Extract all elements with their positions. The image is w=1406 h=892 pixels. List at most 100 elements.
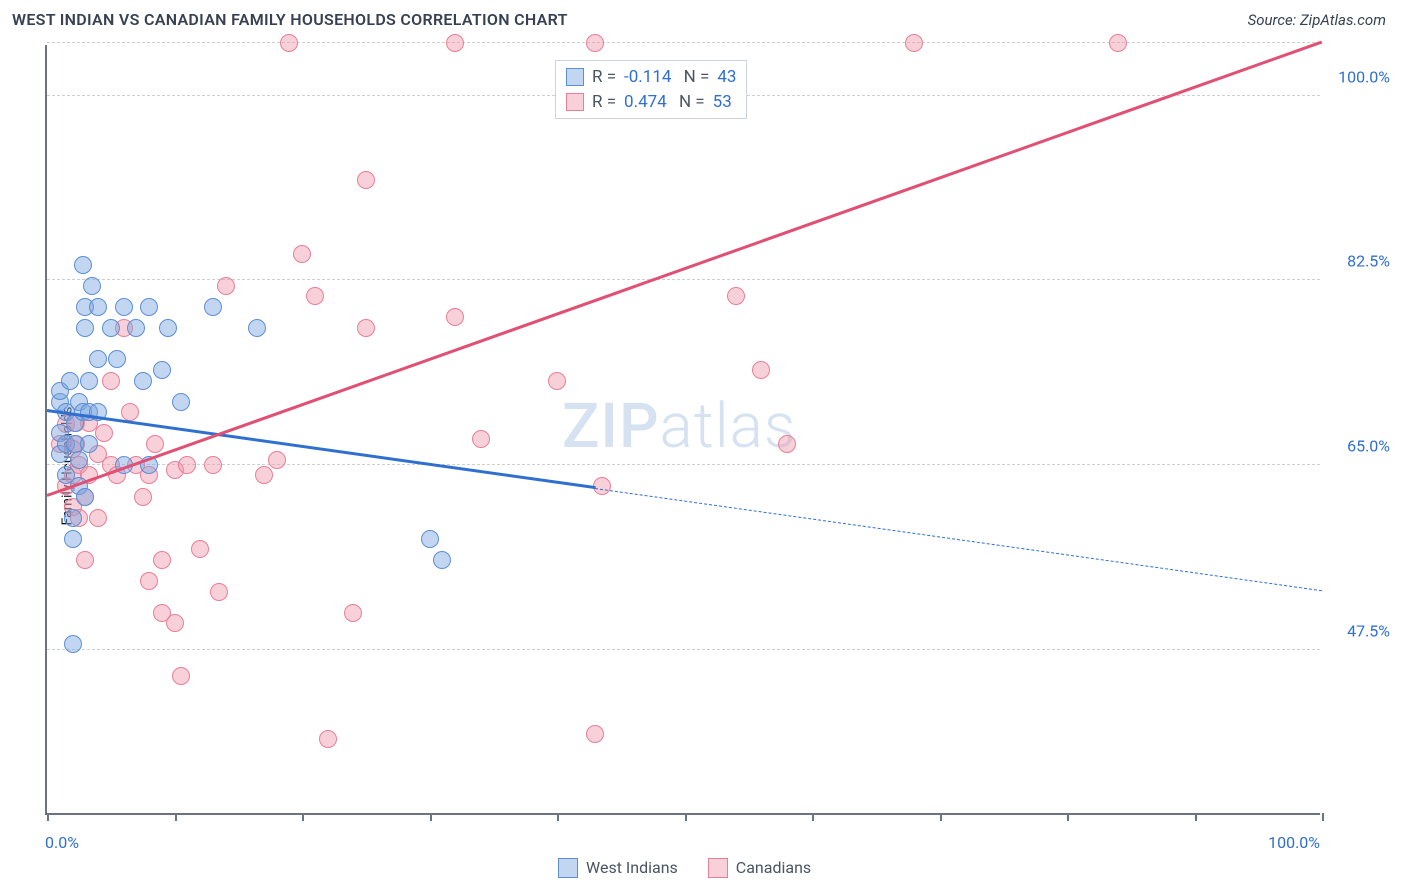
x-tick xyxy=(685,813,687,821)
data-point-pink xyxy=(727,287,745,305)
data-point-pink xyxy=(548,372,566,390)
watermark: ZIPatlas xyxy=(562,390,796,463)
gridline-h xyxy=(47,464,1320,465)
data-point-blue xyxy=(204,298,222,316)
data-point-blue xyxy=(80,435,98,453)
data-point-pink xyxy=(446,308,464,326)
data-point-pink xyxy=(191,540,209,558)
data-point-blue xyxy=(76,319,94,337)
data-point-pink xyxy=(95,424,113,442)
data-point-blue xyxy=(140,298,158,316)
data-point-blue xyxy=(89,298,107,316)
gridline-h xyxy=(47,649,1320,650)
data-point-blue xyxy=(172,393,190,411)
stats-r-label: R = xyxy=(592,65,616,90)
swatch-blue xyxy=(566,68,584,86)
stats-row-pink: R = 0.474 N = 53 xyxy=(566,90,736,115)
data-point-blue xyxy=(83,277,101,295)
data-point-pink xyxy=(153,551,171,569)
x-tick xyxy=(302,813,304,821)
stats-row-blue: R = -0.114 N = 43 xyxy=(566,65,736,90)
data-point-blue xyxy=(64,530,82,548)
y-tick-label: 47.5% xyxy=(1328,621,1390,640)
x-tick xyxy=(940,813,942,821)
data-point-blue xyxy=(108,350,126,368)
x-tick xyxy=(47,813,49,821)
legend-label-pink: Canadians xyxy=(736,856,811,879)
data-point-blue xyxy=(248,319,266,337)
data-point-blue xyxy=(159,319,177,337)
data-point-blue xyxy=(76,488,94,506)
x-tick xyxy=(430,813,432,821)
stats-r-blue: -0.114 xyxy=(624,65,671,90)
data-point-blue xyxy=(61,372,79,390)
gridline-h xyxy=(47,279,1320,280)
x-tick xyxy=(175,813,177,821)
data-point-blue xyxy=(89,350,107,368)
data-point-pink xyxy=(210,583,228,601)
y-tick-label: 100.0% xyxy=(1328,67,1390,86)
data-point-pink xyxy=(306,287,324,305)
data-point-pink xyxy=(446,34,464,52)
y-tick-label: 82.5% xyxy=(1328,252,1390,271)
x-tick-label: 100.0% xyxy=(1268,833,1320,852)
stats-n-label: N = xyxy=(675,90,705,115)
chart-area: Family Households ZIPatlas 47.5%65.0%82.… xyxy=(0,40,1406,892)
data-point-blue xyxy=(433,551,451,569)
legend-item-blue: West Indians xyxy=(558,856,678,879)
stats-r-label: R = xyxy=(592,90,616,115)
data-point-pink xyxy=(280,34,298,52)
data-point-pink xyxy=(586,34,604,52)
data-point-blue xyxy=(102,319,120,337)
data-point-blue xyxy=(134,372,152,390)
chart-title: WEST INDIAN VS CANADIAN FAMILY HOUSEHOLD… xyxy=(12,10,568,29)
legend-label-blue: West Indians xyxy=(586,856,678,879)
x-tick xyxy=(1195,813,1197,821)
data-point-pink xyxy=(357,319,375,337)
watermark-zip: ZIP xyxy=(562,390,660,463)
gridline-h xyxy=(47,42,1320,43)
data-point-blue xyxy=(70,451,88,469)
data-point-blue xyxy=(64,509,82,527)
data-point-pink xyxy=(905,34,923,52)
x-tick-label: 0.0% xyxy=(45,833,79,852)
data-point-blue xyxy=(115,298,133,316)
data-point-blue xyxy=(64,635,82,653)
x-tick xyxy=(812,813,814,821)
x-tick xyxy=(1067,813,1069,821)
data-point-blue xyxy=(153,361,171,379)
data-point-pink xyxy=(255,466,273,484)
data-point-pink xyxy=(217,277,235,295)
data-point-blue xyxy=(80,372,98,390)
chart-header: WEST INDIAN VS CANADIAN FAMILY HOUSEHOLD… xyxy=(0,0,1406,35)
watermark-atlas: atlas xyxy=(660,390,797,463)
data-point-pink xyxy=(268,451,286,469)
data-point-pink xyxy=(1109,34,1127,52)
regression-line-blue xyxy=(47,409,596,489)
stats-n-pink: 53 xyxy=(713,90,732,115)
stats-n-label: N = xyxy=(679,65,709,90)
data-point-pink xyxy=(778,435,796,453)
data-point-blue xyxy=(127,319,145,337)
data-point-pink xyxy=(172,667,190,685)
data-point-pink xyxy=(140,572,158,590)
chart-source: Source: ZipAtlas.com xyxy=(1248,11,1386,29)
data-point-blue xyxy=(421,530,439,548)
data-point-pink xyxy=(319,730,337,748)
stats-n-blue: 43 xyxy=(717,65,736,90)
legend-swatch-pink xyxy=(708,858,728,878)
swatch-pink xyxy=(566,93,584,111)
data-point-pink xyxy=(344,604,362,622)
legend-item-pink: Canadians xyxy=(708,856,811,879)
data-point-pink xyxy=(76,551,94,569)
data-point-pink xyxy=(472,430,490,448)
scatter-plot: ZIPatlas 47.5%65.0%82.5%100.0% xyxy=(45,45,1320,815)
x-tick xyxy=(1322,813,1324,821)
data-point-pink xyxy=(134,488,152,506)
regression-line-blue-dashed xyxy=(595,488,1322,591)
x-tick xyxy=(557,813,559,821)
data-point-pink xyxy=(146,435,164,453)
data-point-pink xyxy=(166,614,184,632)
data-point-blue xyxy=(74,256,92,274)
data-point-pink xyxy=(204,456,222,474)
